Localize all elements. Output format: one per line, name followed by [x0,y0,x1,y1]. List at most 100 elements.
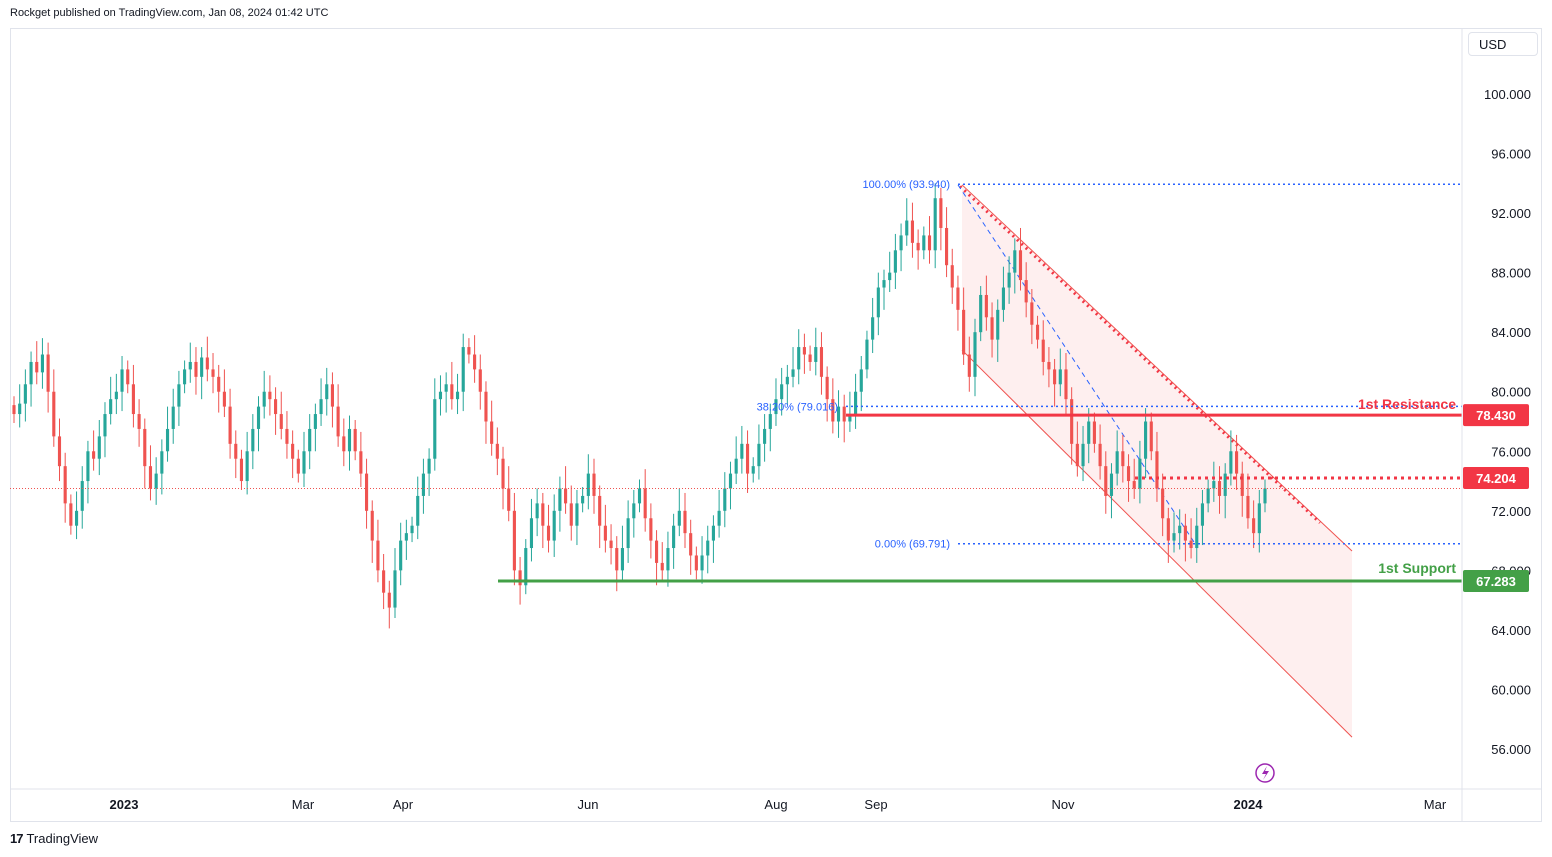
candle-body [973,332,977,377]
candle [1229,430,1233,486]
candle-body [222,391,226,407]
candle [404,519,408,560]
resistance-label: 1st Resistance [1358,396,1456,412]
candle-body [1053,369,1057,385]
candle [1263,479,1267,513]
candle-body [1166,518,1170,541]
candle [473,335,477,383]
candle [626,500,630,563]
candle-body [29,361,33,385]
time-axis[interactable]: 2023 Mar Apr Jun Aug Sep Nov 2024 Mar [10,788,1541,812]
candle [1001,266,1005,322]
candle-body [211,369,215,377]
levels-layer[interactable]: 100.00% (93.940) 38.20% (79.016) 0.00% (69… [10,179,1462,583]
candle [1013,238,1017,294]
candle-body [1007,272,1011,288]
candle [57,418,62,482]
candle-body [103,414,107,437]
support-badge [1463,570,1529,593]
candle [785,364,789,406]
candle-body [46,354,50,392]
candle-body [171,406,175,429]
fib-level-label: 38.20% (79.016) [757,401,838,413]
candle [353,420,357,461]
candle-body [541,503,545,526]
candle [728,461,733,510]
candle-body [575,503,579,526]
channel-upper-line[interactable] [961,184,1353,552]
candle [1178,509,1182,550]
candle-body [888,272,892,281]
candle-body [683,510,687,534]
candle [12,396,16,423]
candle-body [131,384,135,415]
candle [268,375,272,416]
candle-body [700,555,704,571]
candle [256,396,261,452]
candle [524,539,528,595]
candle [615,536,619,592]
candle [313,403,317,452]
candle-body [239,458,244,482]
candle-body [1047,361,1051,370]
candle [103,402,107,458]
price-tick-label: 64.000 [1491,623,1531,638]
currency-selector-button[interactable]: USD [1468,32,1538,56]
candle [888,251,892,292]
candle-body [1041,339,1045,362]
chart-frame[interactable] [10,28,1542,822]
candle-body [785,376,789,385]
candle [586,454,590,510]
candle-body [376,540,380,571]
candle-body [245,451,249,482]
candle-body [689,533,693,556]
candle [672,513,676,569]
candle-body [336,406,340,437]
candle-body [1126,466,1131,482]
candle [97,420,101,476]
candle [711,515,715,563]
candle-body [148,466,153,489]
descending-channel[interactable] [957,184,1353,738]
candle-body [592,473,596,496]
candle [501,446,505,510]
candle-body [615,548,619,571]
candle [325,367,329,416]
candle [706,525,710,574]
price-tick-label: 80.000 [1491,385,1531,400]
candle [1149,412,1153,461]
downtrend-dotted-line[interactable] [958,185,1322,524]
candle-body [1013,250,1017,273]
candle-body [859,369,863,392]
candle-body [1144,421,1148,459]
candle [637,479,642,513]
price-tick-label: 88.000 [1491,266,1531,281]
candle [979,286,983,342]
lightning-icon-ring [1255,763,1275,783]
candle-body [467,347,471,355]
candle-body [546,525,551,541]
candle [194,347,198,395]
candle [768,403,772,452]
candle-body [1070,399,1074,444]
candle [552,494,556,557]
candle [29,351,33,407]
candle [956,275,960,331]
candle-body [473,354,477,370]
candle-body [382,570,386,593]
price-axis[interactable]: 100.000 96.000 92.000 88.000 84.000 80.000 76.… [1461,29,1531,821]
candle-body [165,428,170,452]
candle-body [1087,421,1091,444]
candle [1172,512,1176,553]
candle [643,469,647,532]
candle-body [433,399,437,459]
fib-level-label: 100.00% (93.940) [863,179,950,191]
candle [211,353,215,394]
candle [382,553,386,610]
candle [455,373,460,415]
lightning-icon[interactable] [1255,763,1275,783]
candle [1064,353,1068,416]
candle-body [444,384,448,392]
candle [546,504,551,553]
